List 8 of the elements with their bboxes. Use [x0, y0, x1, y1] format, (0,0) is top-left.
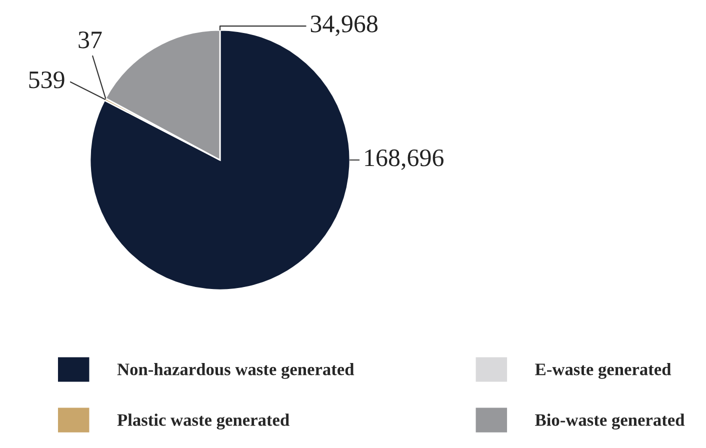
data-label: 539 — [29, 71, 64, 88]
legend-label: Plastic waste generated — [117, 414, 290, 430]
data-label: 168,696 — [365, 149, 444, 170]
legend-label: Bio-waste generated — [535, 414, 685, 430]
data-label: 37 — [78, 32, 102, 48]
data-label: 34,968 — [310, 15, 378, 36]
legend-label: E-waste generated — [535, 363, 672, 379]
legend-label: Non-hazardous waste generated — [117, 363, 354, 379]
